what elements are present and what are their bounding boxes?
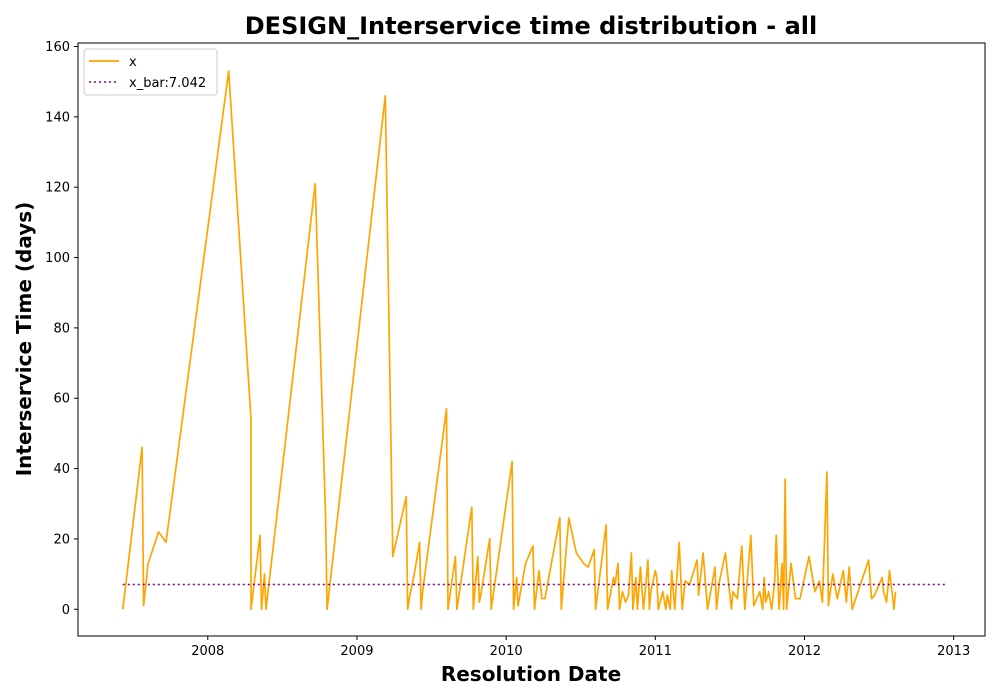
legend-label-x: x [129, 55, 137, 70]
x-tick-label: 2009 [340, 644, 373, 659]
y-tick-label: 140 [45, 110, 70, 125]
x-tick-label: 2011 [639, 644, 672, 659]
y-tick-label: 20 [53, 532, 70, 547]
y-axis-label: Interservice Time (days) [12, 202, 36, 477]
x-axis-label: Resolution Date [441, 662, 621, 686]
y-tick-label: 120 [45, 181, 70, 196]
y-tick-label: 100 [45, 251, 70, 266]
chart-title: DESIGN_Interservice time distribution - … [245, 12, 817, 40]
axes-frame [77, 42, 986, 637]
legend-label-x-bar: x_bar:7.042 [129, 76, 206, 91]
x-tick-label: 2012 [788, 644, 821, 659]
y-tick-label: 0 [62, 603, 70, 618]
x-tick-label: 2008 [191, 644, 224, 659]
y-tick-label: 80 [53, 321, 70, 336]
series-line-x [121, 70, 897, 611]
y-tick-label: 40 [53, 462, 70, 477]
y-tick-label: 160 [45, 40, 70, 55]
x-tick-label: 2010 [490, 644, 523, 659]
x-tick-label: 2013 [937, 644, 970, 659]
plot-area: 0 20 40 60 80 100 120 140 160 2008 2009 2010 2011 201… [45, 40, 986, 659]
y-tick-label: 60 [53, 392, 70, 407]
